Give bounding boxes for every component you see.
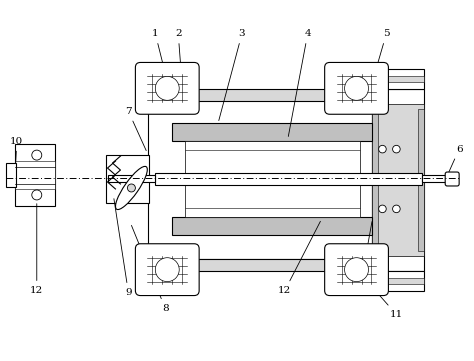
Circle shape	[128, 184, 136, 192]
Circle shape	[155, 77, 179, 100]
Bar	[172, 217, 373, 235]
Bar	[155, 173, 422, 185]
FancyBboxPatch shape	[325, 244, 388, 296]
Text: 12: 12	[30, 204, 44, 295]
Text: 1: 1	[152, 29, 170, 91]
Bar	[15, 161, 55, 189]
Bar	[373, 278, 424, 284]
Text: 7: 7	[125, 107, 146, 151]
Bar	[373, 69, 424, 90]
Bar	[422, 175, 452, 182]
Bar	[418, 109, 424, 251]
Bar	[373, 90, 424, 271]
Bar	[373, 104, 424, 256]
Bar	[373, 271, 424, 291]
Circle shape	[345, 77, 368, 100]
FancyBboxPatch shape	[325, 62, 388, 114]
Text: 8: 8	[131, 225, 169, 313]
Circle shape	[155, 258, 179, 282]
Text: 9: 9	[114, 199, 132, 297]
Text: 6: 6	[447, 145, 463, 175]
FancyBboxPatch shape	[445, 172, 459, 186]
Bar	[185, 141, 359, 217]
Bar	[185, 150, 359, 208]
FancyBboxPatch shape	[136, 62, 199, 114]
Text: 2: 2	[175, 29, 183, 96]
Text: 12: 12	[278, 221, 320, 295]
Circle shape	[392, 205, 400, 213]
Bar	[373, 77, 424, 82]
Text: 3: 3	[219, 29, 245, 121]
Bar	[373, 109, 378, 251]
Ellipse shape	[116, 166, 147, 210]
Text: 10: 10	[10, 137, 24, 175]
Bar	[172, 123, 373, 141]
Circle shape	[345, 258, 368, 282]
Bar	[148, 90, 373, 101]
Text: 5: 5	[373, 29, 390, 79]
Bar	[6, 163, 16, 187]
Circle shape	[379, 145, 386, 153]
Bar	[106, 155, 149, 203]
Text: 12: 12	[353, 222, 372, 295]
FancyBboxPatch shape	[136, 244, 199, 296]
Text: 11: 11	[361, 275, 403, 319]
Circle shape	[392, 145, 400, 153]
Text: 4: 4	[288, 29, 311, 136]
Bar	[148, 99, 373, 259]
Bar	[148, 259, 373, 271]
Bar	[15, 144, 55, 206]
Bar	[109, 175, 155, 182]
Circle shape	[379, 205, 386, 213]
Circle shape	[32, 190, 42, 200]
Circle shape	[32, 150, 42, 160]
